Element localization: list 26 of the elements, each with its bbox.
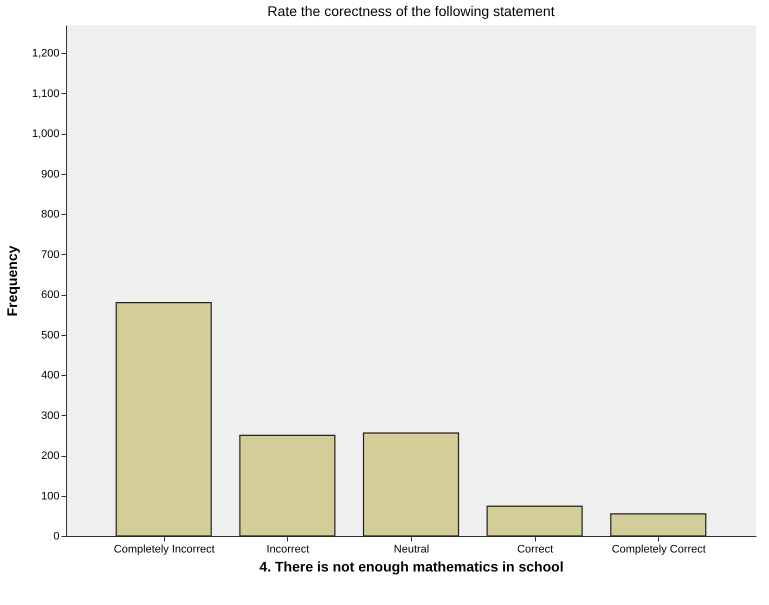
y-tick-label: 1,000 [32,128,60,140]
y-tick-label: 700 [41,248,60,261]
x-axis-title: 4. There is not enough mathematics in school [259,558,564,574]
y-tick-label: 600 [41,289,60,302]
x-tick-label: Completely Incorrect [114,544,215,556]
y-tick-label: 400 [41,370,60,382]
bar [610,513,706,537]
bar [362,432,460,537]
y-tick-label: 900 [41,168,60,180]
x-tick-label: Neutral [394,544,430,556]
y-tick-label: 800 [41,208,60,221]
y-tick-label: 1,200 [32,48,60,60]
y-tick-label: 1,100 [32,88,60,100]
y-tick-label: 500 [41,329,60,342]
bar [486,506,583,537]
y-tick-label: 0 [53,530,60,542]
x-tick-label: Completely Correct [612,544,706,556]
x-tick-label: Correct [517,544,554,556]
y-tick-label: 200 [41,450,60,462]
bar [116,302,212,537]
y-axis-title: Frequency [4,245,20,316]
chart-title: Rate the corectness of the following statement [267,3,555,19]
y-tick-label: 300 [41,410,60,422]
x-tick-label: Incorrect [266,544,310,556]
y-tick-label: 100 [41,490,60,502]
bar [239,434,336,537]
